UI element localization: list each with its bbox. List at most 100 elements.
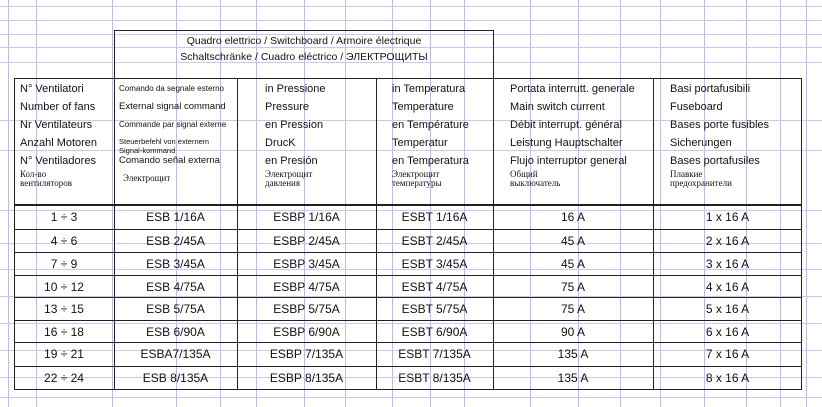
header-pressure: in Pressione Pressure en Pression DrucK …: [265, 80, 326, 188]
cell-temperature-board: ESBT 1/16A: [401, 210, 468, 224]
header-text: Main switch current: [510, 101, 605, 113]
header-text: Temperatur: [392, 137, 448, 149]
header-text: Flujo interruptor general: [510, 155, 627, 167]
header-text: Basi portafusibili: [670, 83, 751, 95]
header-text: Bases portafusiles: [670, 155, 760, 167]
header-text: en Temperatura: [392, 155, 469, 167]
cell-fuseboard: 6 x 16 A: [705, 325, 750, 339]
header-text: en Pression: [265, 119, 324, 131]
row-divider: [14, 366, 802, 367]
cell-signal-board: ESB 3/45A: [146, 257, 205, 271]
cell-fuseboard: 5 x 16 A: [705, 302, 750, 316]
cell-fans-range: 4 ÷ 6: [50, 234, 78, 248]
header-separator: [14, 204, 802, 206]
cell-pressure-board: ESBP 5/75A: [273, 302, 340, 316]
cell-fuseboard: 4 x 16 A: [705, 280, 750, 294]
title-line-2: Schaltschränke / Cuadro eléctrico / ЭЛЕК…: [180, 51, 428, 63]
row-divider: [14, 342, 802, 343]
header-text: en Presión: [265, 155, 318, 167]
header-text-ru: выключатель: [510, 178, 561, 188]
cell-signal-board: ESB 2/45A: [146, 234, 205, 248]
cell-temperature-board: ESBT 3/45A: [401, 257, 468, 271]
header-text-ru: Электрощит: [123, 173, 171, 183]
header-text: Débit interrupt. général: [510, 119, 622, 131]
cell-signal-board: ESBA7/135A: [140, 347, 211, 361]
header-text: N° Ventilatori: [20, 83, 84, 95]
header-text-ru: температуры: [392, 178, 442, 188]
cell-main-switch-current: 16 A: [560, 210, 586, 224]
header-text: Sicherungen: [670, 137, 732, 149]
header-text: Anzahl Motoren: [20, 137, 98, 149]
column-divider: [237, 78, 238, 390]
cell-signal-board: ESB 4/75A: [146, 280, 205, 294]
cell-pressure-board: ESBP 3/45A: [273, 257, 340, 271]
cell-pressure-board: ESBP 7/135A: [269, 347, 344, 361]
cell-main-switch-current: 90 A: [560, 325, 586, 339]
cell-main-switch-current: 45 A: [560, 257, 586, 271]
cell-main-switch-current: 75 A: [560, 280, 586, 294]
row-divider: [14, 297, 802, 298]
cell-fans-range: 1 ÷ 3: [50, 210, 78, 224]
cell-main-switch-current: 135 A: [557, 371, 589, 385]
cell-signal-board: ESB 1/16A: [146, 210, 205, 224]
header-text: in Pressione: [265, 83, 326, 95]
header-text: Fuseboard: [670, 101, 723, 113]
header-command: Comando da segnale esterno External sign…: [119, 80, 226, 192]
header-text: Signal-kommand: [119, 146, 176, 155]
cell-fuseboard: 7 x 16 A: [705, 347, 750, 361]
row-divider: [14, 229, 802, 230]
header-text-ru: Электрощит: [392, 169, 440, 179]
header-text: Commande par signal externe: [119, 120, 227, 129]
column-divider: [114, 78, 115, 390]
header-text-ru: Электрощит: [265, 169, 313, 179]
header-text-ru: вентиляторов: [20, 178, 72, 188]
header-text: Leistung Hauptschalter: [510, 137, 623, 149]
cell-temperature-board: ESBT 2/45A: [401, 234, 468, 248]
header-text: Portata interrutt. generale: [510, 83, 635, 95]
cell-temperature-board: ESBT 7/135A: [398, 347, 471, 361]
header-text: en Température: [392, 119, 469, 131]
switchboard-table: [14, 78, 802, 390]
cell-fuseboard: 1 x 16 A: [705, 210, 750, 224]
header-text: Nr Ventilateurs: [20, 119, 93, 131]
header-text: Pressure: [265, 101, 310, 113]
header-text-ru: Общий: [510, 169, 538, 179]
column-divider: [376, 78, 377, 390]
cell-fuseboard: 2 x 16 A: [705, 234, 750, 248]
title-line-1: Quadro elettrico / Switchboard / Armoire…: [186, 35, 422, 47]
cell-fans-range: 22 ÷ 24: [44, 371, 84, 385]
header-text-ru: предохранители: [670, 178, 732, 188]
cell-fans-range: 16 ÷ 18: [44, 325, 84, 339]
header-text: Comando señal externa: [119, 155, 220, 166]
cell-fuseboard: 8 x 16 A: [705, 371, 750, 385]
header-temperature: in Temperatura Temperature en Températur…: [392, 80, 469, 188]
header-text: External signal command: [119, 101, 226, 112]
header-text: Comando da segnale esterno: [119, 84, 224, 93]
column-divider: [493, 78, 494, 390]
cell-pressure-board: ESBP 6/90A: [273, 325, 340, 339]
row-divider: [14, 275, 802, 276]
cell-pressure-board: ESBP 2/45A: [273, 234, 340, 248]
switchboard-title-box: Quadro elettrico / Switchboard / Armoire…: [114, 30, 494, 78]
row-divider: [14, 252, 802, 253]
header-text: Temperature: [392, 101, 454, 113]
cell-signal-board: ESB 6/90A: [146, 325, 205, 339]
header-text: Number of fans: [20, 101, 96, 113]
header-text-ru: Кол-во: [20, 169, 47, 179]
column-divider: [653, 78, 654, 390]
header-text: DrucK: [265, 137, 296, 149]
cell-pressure-board: ESBP 8/135A: [269, 371, 344, 385]
header-text: Steuerbefehl von externem: [119, 137, 210, 146]
cell-signal-board: ESB 8/135A: [142, 371, 209, 385]
header-fans: N° Ventilatori Number of fans Nr Ventila…: [20, 80, 97, 188]
cell-fans-range: 19 ÷ 21: [44, 347, 84, 361]
header-text-ru: Плавкие: [670, 169, 703, 179]
header-text: Bases porte fusibles: [670, 119, 770, 131]
cell-temperature-board: ESBT 6/90A: [401, 325, 468, 339]
cell-main-switch-current: 135 A: [557, 347, 589, 361]
header-fuseboard: Basi portafusibili Fuseboard Bases porte…: [670, 80, 769, 188]
cell-fans-range: 10 ÷ 12: [44, 280, 84, 294]
cell-fans-range: 7 ÷ 9: [50, 257, 78, 271]
cell-temperature-board: ESBT 4/75A: [401, 280, 468, 294]
header-main-switch: Portata interrutt. generale Main switch …: [510, 80, 635, 188]
